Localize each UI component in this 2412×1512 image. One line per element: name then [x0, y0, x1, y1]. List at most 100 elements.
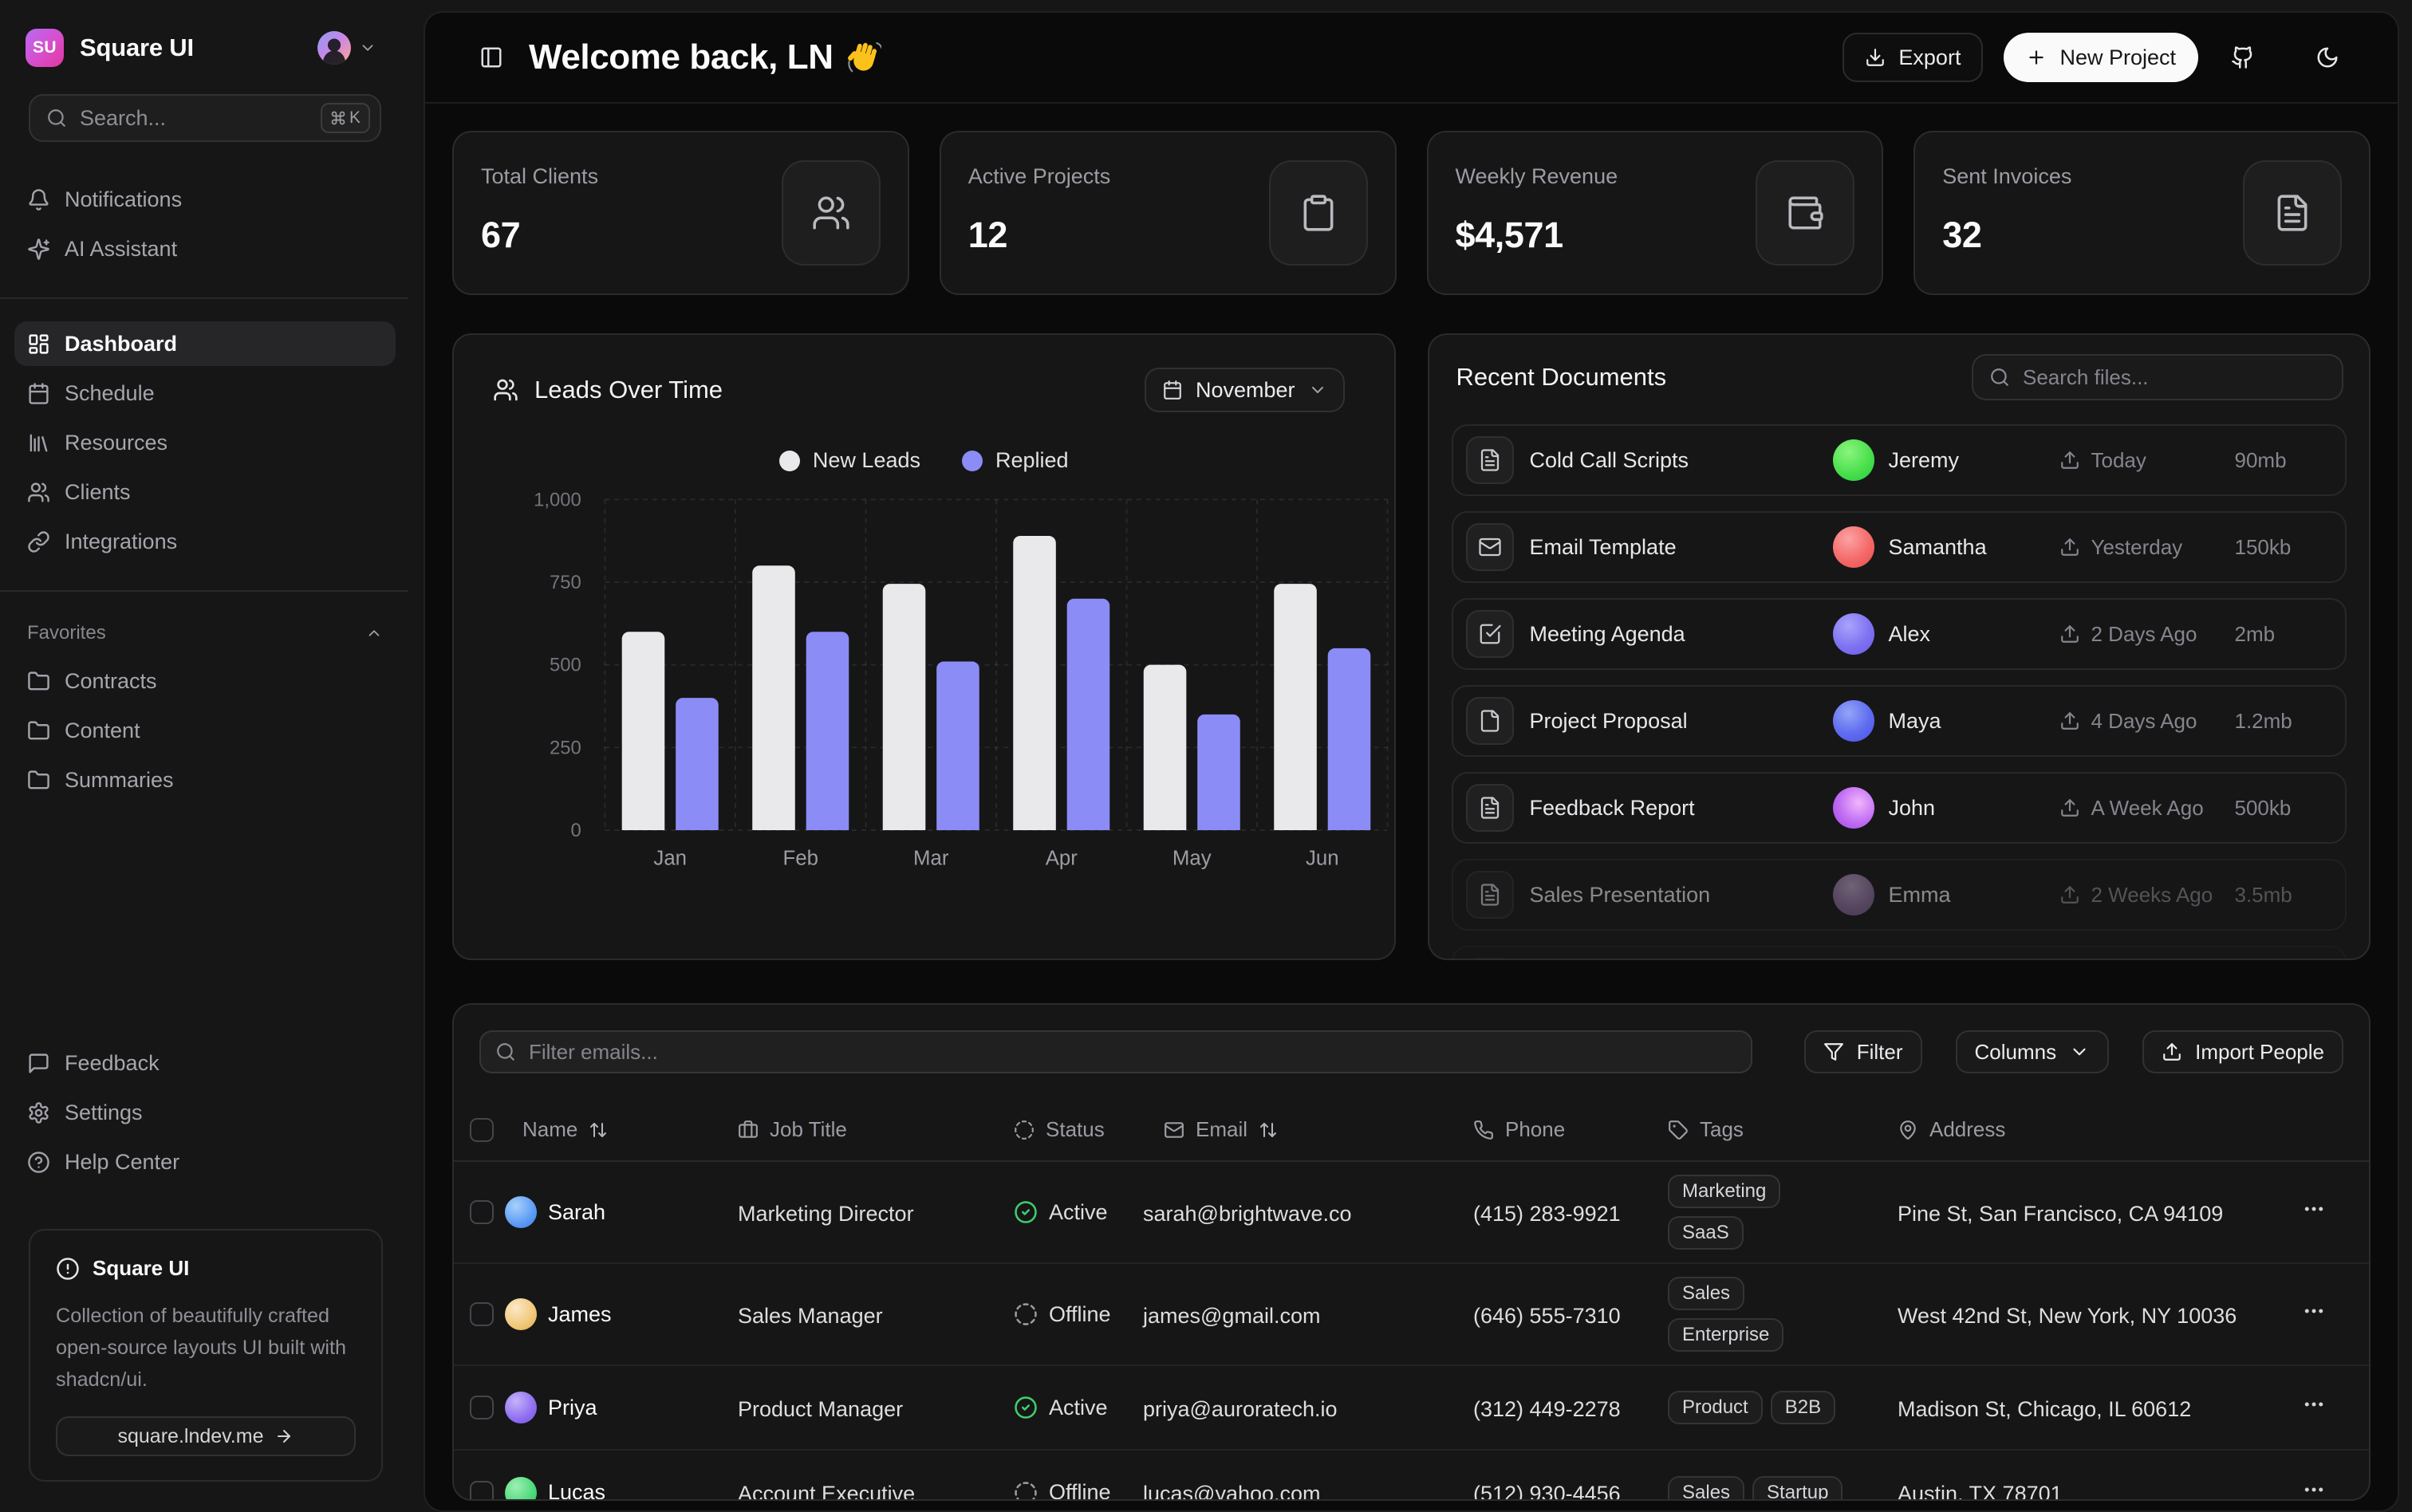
columns-button[interactable]: Columns — [1955, 1030, 2110, 1073]
filter-emails-input[interactable]: Filter emails... — [479, 1030, 1752, 1073]
sidebar-search-input[interactable]: Search... K — [29, 94, 381, 142]
column-header-job-title[interactable]: Job Title — [738, 1099, 1014, 1162]
sidebar-toggle-icon[interactable] — [479, 45, 503, 69]
tag-marketing: Marketing — [1668, 1175, 1781, 1208]
row-menu-button[interactable] — [2302, 1300, 2326, 1329]
file-text-icon — [1478, 448, 1502, 472]
circle-check-icon — [1014, 1200, 1038, 1224]
svg-text:750: 750 — [550, 572, 581, 593]
sidebar-item-content[interactable]: Content — [14, 708, 396, 753]
row-checkbox[interactable] — [470, 1396, 494, 1419]
file-text-icon — [1478, 883, 1502, 907]
row-checkbox[interactable] — [470, 1480, 494, 1499]
chevron-down-icon — [1308, 380, 1327, 400]
row-menu-button[interactable] — [2302, 1393, 2326, 1422]
row-menu-button[interactable] — [2302, 1198, 2326, 1227]
sidebar-item-clients[interactable]: Clients — [14, 470, 396, 514]
document-row-partial — [1452, 946, 2347, 959]
promo-link-button[interactable]: square.lndev.me — [56, 1416, 356, 1456]
phone: (415) 283-9921 — [1473, 1201, 1621, 1226]
folder-icon — [27, 719, 50, 742]
person-name: James — [548, 1301, 612, 1326]
table-row-james[interactable]: James Sales Manager Offline james@gmail.… — [454, 1263, 2369, 1366]
document-row-cold-call-scripts[interactable]: Cold Call Scripts Jeremy Today 90mb — [1451, 424, 2347, 496]
sidebar-item-ai-assistant[interactable]: AI Assistant — [14, 226, 396, 271]
chevron-down-icon[interactable] — [359, 39, 376, 57]
svg-text:Jan: Jan — [653, 848, 687, 870]
import-people-button[interactable]: Import People — [2142, 1030, 2343, 1073]
sidebar-item-notifications[interactable]: Notifications — [14, 177, 396, 222]
stat-value: $4,571 — [1455, 215, 1564, 255]
document-row-sales-presentation[interactable]: Sales Presentation Emma 2 Weeks Ago 3.5m… — [1451, 859, 2347, 931]
address: West 42nd St, New York, NY 10036 — [1898, 1303, 2237, 1328]
sidebar-item-schedule[interactable]: Schedule — [14, 371, 396, 415]
document-time: 4 Days Ago — [2091, 708, 2197, 733]
sidebar-item-dashboard[interactable]: Dashboard — [14, 321, 396, 366]
sort-icon[interactable] — [1259, 1120, 1278, 1140]
row-checkbox[interactable] — [470, 1200, 494, 1224]
person-name: Sarah — [548, 1199, 606, 1224]
github-button[interactable] — [2219, 33, 2267, 81]
upload-icon — [2059, 884, 2080, 905]
tag-product: Product — [1668, 1391, 1763, 1424]
document-row-feedback-report[interactable]: Feedback Report John A Week Ago 500kb — [1451, 772, 2347, 844]
document-row-project-proposal[interactable]: Project Proposal Maya 4 Days Ago 1.2mb — [1451, 685, 2347, 757]
settings-icon — [27, 1101, 50, 1124]
column-header-address[interactable]: Address — [1898, 1099, 2302, 1162]
column-header-tags[interactable]: Tags — [1668, 1099, 1898, 1162]
status-text: Active — [1049, 1199, 1108, 1224]
sidebar-item-label: Dashboard — [65, 331, 178, 356]
legend-item-replied: Replied — [962, 448, 1069, 473]
new-project-button[interactable]: New Project — [2004, 33, 2198, 82]
select-all-checkbox[interactable] — [470, 1117, 494, 1142]
stat-icon-box — [1268, 160, 1368, 266]
sidebar-favorites-nav: Contracts Content Summaries — [14, 659, 396, 802]
table-row-sarah[interactable]: Sarah Marketing Director Active sarah@br… — [454, 1161, 2369, 1264]
column-header-email[interactable]: Email — [1143, 1099, 1473, 1162]
column-header-phone[interactable]: Phone — [1473, 1099, 1668, 1162]
sidebar-item-resources[interactable]: Resources — [14, 420, 396, 465]
export-button[interactable]: Export — [1843, 33, 1984, 82]
sidebar-item-integrations[interactable]: Integrations — [14, 519, 396, 564]
row-menu-button[interactable] — [2302, 1479, 2326, 1500]
document-row-email-template[interactable]: Email Template Samantha Yesterday 150kb — [1451, 511, 2347, 583]
table-row-priya[interactable]: Priya Product Manager Active priya@auror… — [454, 1365, 2369, 1451]
search-icon — [495, 1041, 516, 1062]
sidebar-item-contracts[interactable]: Contracts — [14, 659, 396, 703]
svg-text:May: May — [1172, 848, 1212, 870]
row-checkbox[interactable] — [470, 1302, 494, 1326]
documents-search-input[interactable]: Search files... — [1972, 354, 2343, 400]
user-avatar[interactable] — [317, 31, 351, 65]
chevron-up-icon[interactable] — [365, 624, 383, 642]
address: Pine St, San Francisco, CA 94109 — [1898, 1201, 2224, 1226]
wallet-icon — [1785, 193, 1825, 233]
users-icon — [27, 481, 50, 504]
person-name: Lucas — [548, 1480, 606, 1501]
stat-card-sent-invoices: Sent Invoices 32 — [1913, 131, 2371, 295]
sidebar-item-settings[interactable]: Settings — [14, 1090, 396, 1135]
filter-button[interactable]: Filter — [1803, 1030, 1922, 1073]
library-icon — [27, 431, 50, 455]
theme-toggle-button[interactable] — [2304, 33, 2351, 81]
document-owner: Jeremy — [1888, 447, 1960, 472]
sidebar-item-feedback[interactable]: Feedback — [14, 1041, 396, 1085]
document-name: Meeting Agenda — [1529, 621, 1685, 646]
svg-text:0: 0 — [570, 820, 581, 841]
job-title: Product Manager — [738, 1396, 904, 1421]
column-header-status[interactable]: Status — [1014, 1099, 1143, 1162]
favorites-group-label[interactable]: Favorites — [14, 619, 396, 648]
command-icon — [330, 110, 346, 126]
sidebar-item-help-center[interactable]: Help Center — [14, 1140, 396, 1184]
people-table-card: Filter emails... Filter Columns — [452, 1003, 2371, 1501]
email: priya@auroratech.io — [1143, 1396, 1338, 1421]
link-icon — [27, 530, 50, 553]
sidebar-item-summaries[interactable]: Summaries — [14, 758, 396, 802]
month-select[interactable]: November — [1144, 368, 1345, 412]
sort-icon[interactable] — [589, 1120, 608, 1140]
document-row-meeting-agenda[interactable]: Meeting Agenda Alex 2 Days Ago 2mb — [1451, 598, 2347, 670]
sidebar-item-label: Contracts — [65, 668, 157, 693]
column-header-name[interactable]: Name — [505, 1099, 738, 1162]
avatar — [505, 1392, 537, 1423]
phone: (512) 930-4456 — [1473, 1482, 1621, 1501]
table-row-lucas[interactable]: Lucas Account Executive Offline lucas@ya… — [454, 1450, 2369, 1501]
